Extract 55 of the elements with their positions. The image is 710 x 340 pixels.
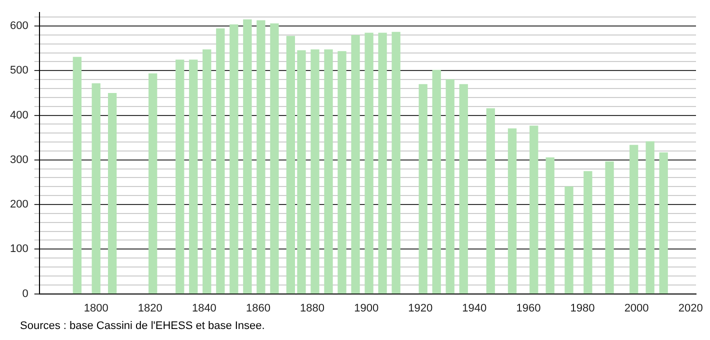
bar [546,157,554,294]
bar [243,19,252,294]
bar [630,144,638,294]
bar [108,93,117,294]
x-tick-label: 1920 [408,302,433,314]
x-tick-label: 1980 [570,302,595,314]
bar [72,56,82,294]
bar [324,49,333,294]
y-tick-label: 400 [10,109,28,122]
y-tick-label: 200 [10,198,28,211]
bar [176,60,184,294]
x-tick-label: 2020 [678,302,703,314]
bar [92,83,100,294]
bar [459,84,468,294]
x-tick-label: 1840 [192,302,216,314]
bar [297,50,306,294]
bar [646,141,654,294]
bar [432,70,441,294]
x-tick-label: 1900 [354,302,379,314]
x-tick-label: 1800 [84,302,108,314]
x-tick-label: 1880 [300,302,325,314]
source-note: Sources : base Cassini de l'EHESS et base Insee. [19,320,266,332]
bar [202,49,212,294]
y-tick-label: 500 [10,64,28,77]
bar [584,171,592,294]
bar [418,84,428,294]
bar [530,126,538,294]
bar [270,23,279,294]
bar [564,186,574,294]
y-tick-label: 300 [10,154,28,166]
y-tick-label: 0 [22,288,28,300]
bar [256,20,266,294]
bar [189,60,198,294]
y-tick-label: 600 [10,20,28,32]
bar [148,73,158,294]
bar [286,36,295,294]
x-tick-label: 1860 [246,302,270,314]
bar [338,51,346,294]
y-tick-label: 100 [10,243,28,256]
bar [230,24,238,294]
bar [486,108,495,294]
x-tick-label: 2000 [624,302,649,314]
bar [364,32,374,294]
bar [378,32,387,294]
bar [392,32,400,294]
bar [351,35,360,294]
bar [605,161,614,294]
x-tick-label: 1820 [138,302,162,314]
bar [216,28,225,294]
x-tick-label: 1940 [462,302,487,314]
bar [446,79,454,294]
bar [659,152,668,294]
bar [508,128,517,294]
bar [310,49,320,294]
x-tick-label: 1960 [516,302,541,314]
